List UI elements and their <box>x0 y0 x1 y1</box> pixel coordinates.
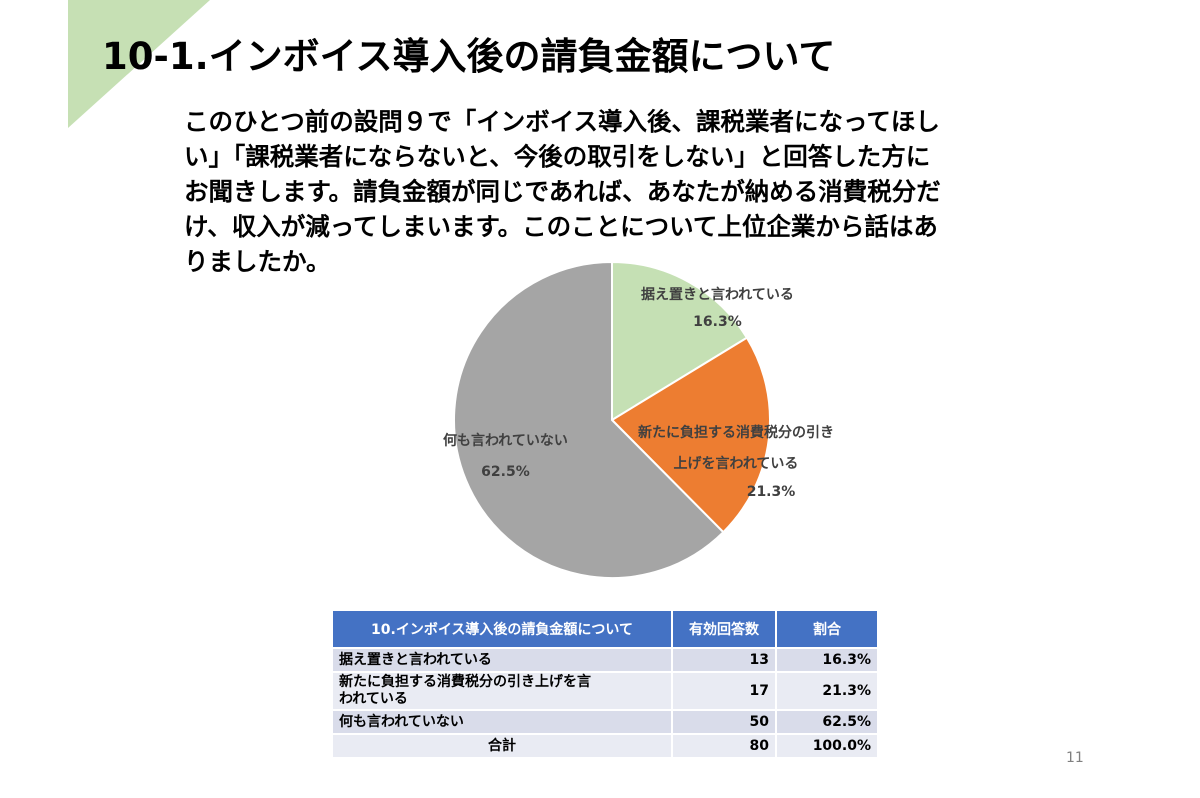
row-count: 13 <box>673 647 777 671</box>
slice-percent: 62.5% <box>481 464 530 480</box>
row-count: 17 <box>673 671 777 709</box>
table-total-row: 合計 80 100.0% <box>333 733 877 757</box>
slice-name: 据え置きと言われている <box>641 287 794 303</box>
row-label-line1: 新たに負担する消費税分の引き上げを言 <box>339 674 591 690</box>
slice-label-hikiage: 新たに負担する消費税分の引き 上げを言われている 21.3% <box>638 422 834 500</box>
row-count: 50 <box>673 709 777 733</box>
page-number: 11 <box>1066 750 1084 766</box>
table-row: 何も言われていない 50 62.5% <box>333 709 877 733</box>
question-line: い」「課税業者にならないと、今後の取引をしない」と回答した方に <box>184 142 931 171</box>
table-header-row: 10.インボイス導入後の請負金額について 有効回答数 割合 <box>333 611 877 647</box>
slice-percent: 21.3% <box>746 484 796 500</box>
row-percent: 62.5% <box>777 709 877 733</box>
row-label: 据え置きと言われている <box>333 647 673 671</box>
total-count: 80 <box>673 733 777 757</box>
corner-decoration <box>68 0 210 128</box>
row-label-line2: われている <box>339 691 408 707</box>
slice-percent: 16.3% <box>693 314 742 330</box>
question-text: このひとつ前の設問９で「インボイス導入後、課税業者になってほし い」「課税業者に… <box>184 104 1014 279</box>
row-label: 新たに負担する消費税分の引き上げを言 われている <box>333 671 673 709</box>
header-percent: 割合 <box>777 611 877 647</box>
slice-name-line1: 新たに負担する消費税分の引き <box>638 425 834 441</box>
total-percent: 100.0% <box>777 733 877 757</box>
row-percent: 21.3% <box>777 671 877 709</box>
table-row: 据え置きと言われている 13 16.3% <box>333 647 877 671</box>
pie-slice-0 <box>611 260 749 422</box>
pie-slice-1 <box>610 336 771 534</box>
question-line: このひとつ前の設問９で「インボイス導入後、課税業者になってほし <box>184 107 940 136</box>
slice-label-suechi: 据え置きと言われている 16.3% <box>641 284 794 330</box>
summary-table: 10.インボイス導入後の請負金額について 有効回答数 割合 据え置きと言われてい… <box>333 611 877 757</box>
slice-name: 何も言われていない <box>443 433 568 449</box>
slide-title: 10-1.インボイス導入後の請負金額について <box>102 35 836 78</box>
question-line: け、収入が減ってしまいます。このことについて上位企業から話はあ <box>184 212 938 241</box>
pie-slice-2 <box>453 260 725 579</box>
row-percent: 16.3% <box>777 647 877 671</box>
header-category: 10.インボイス導入後の請負金額について <box>333 611 673 647</box>
question-line: りましたか。 <box>184 247 331 276</box>
header-count: 有効回答数 <box>673 611 777 647</box>
total-label: 合計 <box>333 733 673 757</box>
slice-name-line2: 上げを言われている <box>673 456 799 472</box>
question-line: お聞きします。請負金額が同じであれば、あなたが納める消費税分だ <box>184 177 941 206</box>
corner-triangle <box>68 0 210 128</box>
slice-label-nashi: 何も言われていない 62.5% <box>443 430 568 480</box>
row-label: 何も言われていない <box>333 709 673 733</box>
table-row: 新たに負担する消費税分の引き上げを言 われている 17 21.3% <box>333 671 877 709</box>
